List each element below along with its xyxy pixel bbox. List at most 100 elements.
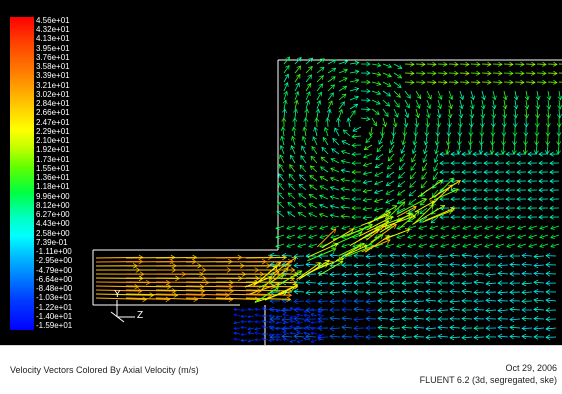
velocity-vector [485, 282, 497, 285]
velocity-vector [324, 127, 329, 137]
velocity-vector [247, 339, 255, 342]
velocity-vector-head [407, 234, 412, 239]
velocity-vector-head [476, 79, 481, 85]
velocity-vector-head [553, 61, 558, 67]
velocity-vector-head [423, 149, 428, 155]
colormap-label: 4.32e+01 [36, 25, 70, 34]
velocity-vector [398, 210, 420, 230]
velocity-vector-head [516, 151, 521, 157]
velocity-vector [316, 109, 319, 119]
velocity-vector-head [229, 288, 235, 294]
velocity-vector-head [458, 113, 464, 119]
velocity-vector-head [297, 225, 302, 230]
velocity-vector-head [521, 315, 527, 322]
velocity-vector [393, 90, 401, 98]
velocity-vector-head [303, 117, 309, 122]
velocity-vector-head [295, 82, 300, 88]
velocity-vector [421, 171, 428, 180]
velocity-vector-head [377, 324, 383, 331]
velocity-vector-head [282, 108, 287, 113]
velocity-vector-head [427, 94, 432, 100]
velocity-vector-head [365, 307, 371, 313]
velocity-vector [303, 319, 311, 323]
velocity-vector [327, 117, 329, 128]
velocity-vector-head [284, 82, 289, 87]
velocity-vector [481, 90, 485, 100]
velocity-vector-head [317, 333, 321, 337]
velocity-vector-head [330, 158, 336, 163]
velocity-vector-head [352, 127, 358, 132]
velocity-vector-head [490, 141, 495, 146]
velocity-vector [377, 282, 389, 285]
velocity-vector-head [397, 64, 403, 69]
velocity-vector-head [354, 69, 360, 75]
velocity-vector-head [341, 262, 347, 268]
velocity-vector [327, 92, 334, 101]
velocity-vector [95, 285, 139, 288]
velocity-vector [413, 135, 417, 145]
velocity-vector-head [429, 243, 434, 248]
velocity-vector-head [254, 327, 258, 331]
velocity-vector-head [362, 206, 368, 212]
velocity-vector-head [367, 223, 373, 229]
velocity-vector-head [414, 122, 420, 128]
velocity-vector-head [545, 316, 551, 322]
velocity-vector [281, 335, 293, 338]
velocity-vector-head [305, 289, 311, 296]
velocity-vector-head [373, 215, 379, 221]
velocity-vector [298, 193, 307, 200]
velocity-vector-head [277, 182, 283, 188]
velocity-vector [377, 327, 389, 329]
velocity-vector [277, 192, 285, 200]
velocity-vector [473, 281, 485, 284]
velocity-vector-head [317, 289, 323, 296]
velocity-vector-head [293, 325, 299, 332]
velocity-vector-head [491, 104, 497, 110]
velocity-vector-head [485, 262, 491, 268]
velocity-vector [261, 325, 269, 329]
velocity-vector [389, 336, 401, 338]
velocity-vector [557, 144, 560, 154]
velocity-vector-head [358, 227, 365, 234]
velocity-vector [448, 99, 452, 109]
velocity-vector-head [497, 262, 503, 269]
velocity-vector-head [542, 61, 547, 67]
velocity-vector-head [535, 95, 541, 101]
velocity-vector-head [494, 169, 499, 175]
velocity-vector-head [429, 200, 435, 206]
velocity-vector-head [351, 110, 356, 115]
velocity-vector [398, 171, 406, 179]
velocity-vector-head [455, 180, 461, 185]
velocity-vector [233, 308, 241, 311]
colormap-label: 3.76e+01 [36, 53, 70, 62]
velocity-vector [275, 309, 283, 312]
velocity-vector [327, 84, 335, 92]
velocity-vector-head [306, 91, 311, 97]
velocity-vector-head [545, 297, 551, 304]
velocity-vector-head [338, 257, 345, 263]
velocity-vector-head [299, 164, 305, 170]
velocity-vector-head [446, 123, 452, 128]
velocity-vector [349, 70, 359, 74]
graphics-viewport[interactable]: 4.56e+01 4.32e+01 4.13e+01 3.95e+01 3.76e+01… [0, 0, 562, 345]
velocity-vector [296, 321, 304, 324]
colormap-bar [10, 17, 34, 330]
velocity-vector [261, 307, 269, 311]
colormap-label: 4.56e+01 [36, 16, 70, 25]
velocity-vector [282, 338, 290, 341]
velocity-vector-head [268, 333, 272, 337]
solver-info: FLUENT 6.2 (3d, segregated, ske) [419, 375, 557, 385]
velocity-vector-head [432, 61, 437, 67]
velocity-vector [307, 248, 336, 262]
velocity-vector-head [320, 58, 325, 63]
velocity-vector-head [362, 162, 368, 168]
velocity-vector-head [334, 127, 339, 133]
velocity-vector-head [340, 186, 346, 192]
velocity-vector-head [453, 188, 459, 194]
velocity-vector-head [319, 225, 324, 230]
velocity-vector [349, 228, 380, 247]
velocity-vector [437, 335, 449, 338]
velocity-vector-head [305, 253, 311, 259]
velocity-vector-head [415, 113, 420, 119]
velocity-vector-head [291, 256, 297, 262]
